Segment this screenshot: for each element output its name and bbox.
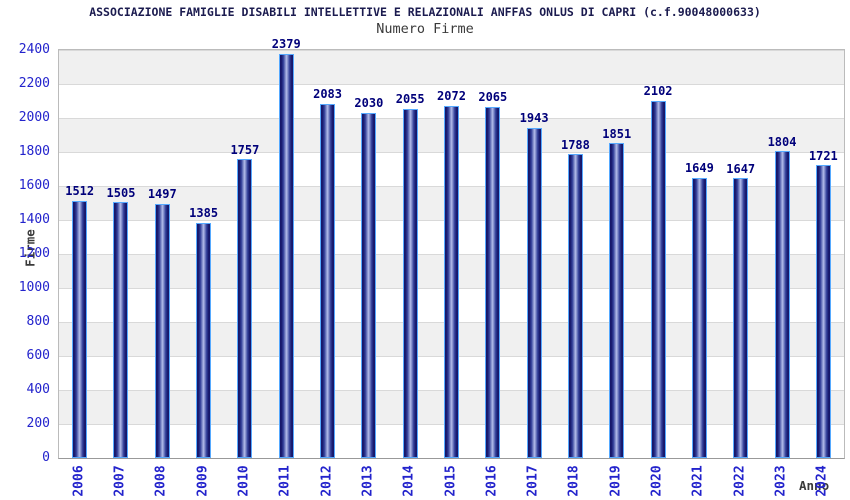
bar-value-label: 1505 xyxy=(106,185,136,200)
y-tick-label: 1000 xyxy=(18,279,50,295)
x-tick-label: 2022 xyxy=(732,465,748,497)
bar-2022 xyxy=(733,178,749,458)
bar-2014 xyxy=(402,108,418,458)
x-tick-label: 2008 xyxy=(153,465,169,497)
chart-title: ASSOCIAZIONE FAMIGLIE DISABILI INTELLETT… xyxy=(89,5,761,19)
bar-2016 xyxy=(485,106,501,458)
bar-2021 xyxy=(691,177,707,458)
bar-2006 xyxy=(72,200,88,458)
bar-2017 xyxy=(526,127,542,458)
bar-value-label: 2030 xyxy=(354,96,384,111)
bar-2009 xyxy=(196,222,212,458)
bar-value-label: 1649 xyxy=(684,161,714,176)
bar-2011 xyxy=(278,53,294,458)
bar-2023 xyxy=(774,151,790,458)
gridline-2400 xyxy=(59,50,844,51)
y-tick-label: 1600 xyxy=(18,177,50,193)
x-tick-label: 2009 xyxy=(195,465,211,497)
bar-value-label: 1851 xyxy=(602,126,632,141)
y-tick-label: 1200 xyxy=(18,245,50,261)
x-tick-label: 2014 xyxy=(401,465,417,497)
y-tick-label: 1800 xyxy=(18,143,50,159)
x-tick-label: 2018 xyxy=(566,465,582,497)
plot-area: 1512 1505 1497 1385 1757 2379 2083 2030 2055 2072… xyxy=(58,37,845,459)
bar-value-label: 2072 xyxy=(437,89,466,104)
bar-value-label: 2065 xyxy=(478,90,508,105)
bar-value-label: 1757 xyxy=(230,142,260,157)
bar-2012 xyxy=(320,103,336,458)
chart-subtitle: Numero Firme xyxy=(376,21,474,37)
bar-2013 xyxy=(361,112,377,458)
x-tick-label: 2006 xyxy=(71,465,87,497)
bar-2019 xyxy=(609,143,625,458)
bar-value-label: 2102 xyxy=(643,84,673,99)
x-tick-label: 2019 xyxy=(608,465,624,497)
bar-value-label: 2379 xyxy=(271,37,301,52)
y-tick-label: 1400 xyxy=(18,211,50,227)
gridline-2200 xyxy=(59,84,844,85)
y-tick-label: 200 xyxy=(26,415,50,431)
bar-value-label: 1804 xyxy=(767,134,797,149)
x-axis-title: Anno xyxy=(799,478,830,493)
plot-band xyxy=(59,50,844,84)
bar-value-label: 2083 xyxy=(313,87,342,102)
x-tick-label: 2021 xyxy=(690,465,706,497)
x-tick-label: 2024 xyxy=(814,465,830,497)
x-tick-label: 2017 xyxy=(525,465,541,497)
bar-value-label: 1512 xyxy=(65,184,95,199)
bar-value-label: 1497 xyxy=(147,187,177,201)
x-tick-label: 2020 xyxy=(649,465,665,497)
bar-2008 xyxy=(154,203,170,458)
bar-value-label: 2055 xyxy=(395,92,425,107)
bar-value-label: 1943 xyxy=(519,111,549,126)
bar-value-label: 1788 xyxy=(560,137,590,152)
x-tick-label: 2023 xyxy=(773,465,789,497)
y-tick-label: 800 xyxy=(26,313,50,329)
y-tick-label: 2200 xyxy=(18,75,50,91)
y-tick-label: 2000 xyxy=(18,109,50,125)
bar-2024 xyxy=(815,165,831,458)
x-tick-label: 2011 xyxy=(277,465,293,497)
x-tick-label: 2013 xyxy=(360,465,376,497)
bar-2020 xyxy=(650,100,666,458)
bar-2018 xyxy=(567,154,583,458)
bar-value-label: 1647 xyxy=(726,161,756,176)
x-tick-label: 2015 xyxy=(443,465,458,497)
bar-2010 xyxy=(237,159,253,458)
x-tick-label: 2007 xyxy=(112,465,128,497)
y-tick-label: 600 xyxy=(26,347,50,363)
bar-value-label: 1385 xyxy=(189,206,219,221)
x-tick-label: 2010 xyxy=(236,465,252,497)
y-tick-label: 2400 xyxy=(18,41,50,57)
bar-2007 xyxy=(113,202,129,458)
bar-value-label: 1721 xyxy=(808,148,838,163)
x-tick-label: 2012 xyxy=(319,465,335,497)
y-tick-label: 400 xyxy=(26,381,50,397)
bar-2015 xyxy=(444,105,459,458)
y-tick-label: 0 xyxy=(42,449,50,465)
x-tick-label: 2016 xyxy=(484,465,500,497)
